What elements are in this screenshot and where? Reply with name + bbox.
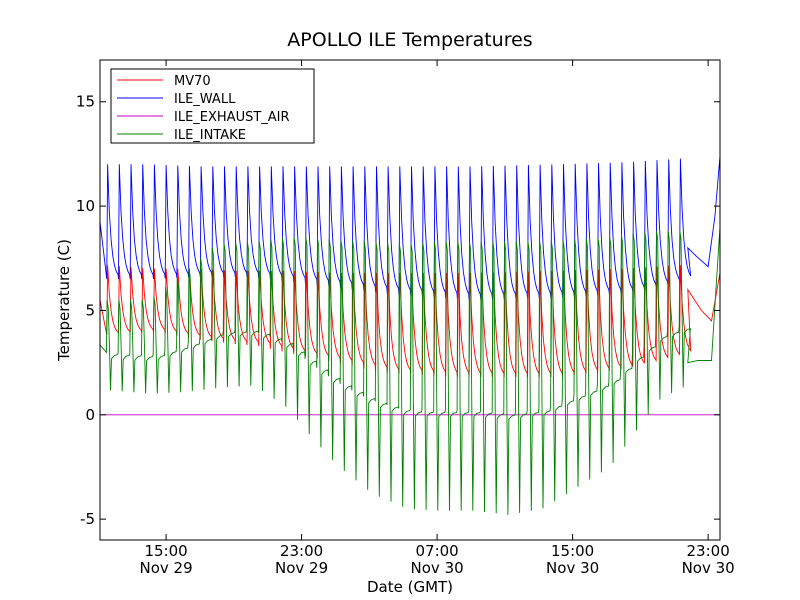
legend-label: ILE_INTAKE [174, 128, 246, 143]
y-tick-label: 10 [76, 197, 95, 215]
series-layer [99, 155, 721, 515]
chart-title: APOLLO ILE Temperatures [287, 29, 532, 51]
plot-frame [99, 59, 721, 541]
x-tick-label-date: Nov 30 [546, 559, 599, 577]
x-axis-label: Date (GMT) [367, 578, 453, 596]
legend: MV70 ILE_WALL ILE_EXHAUST_AIR ILE_INTAKE [110, 68, 315, 144]
y-tick-label: 0 [85, 406, 95, 424]
y-axis: -5 0 5 10 15 [76, 93, 720, 528]
legend-label: ILE_EXHAUST_AIR [174, 110, 290, 125]
legend-label: ILE_WALL [174, 92, 236, 107]
y-tick-label: 15 [76, 93, 95, 111]
x-tick-label-date: Nov 29 [139, 559, 192, 577]
y-tick-label: 5 [85, 301, 95, 319]
legend-box [110, 68, 315, 144]
x-tick-label-time: 23:00 [280, 542, 323, 560]
x-tick-label-time: 15:00 [144, 542, 187, 560]
x-tick-label-date: Nov 29 [275, 559, 328, 577]
x-tick-label-time: 23:00 [687, 542, 730, 560]
x-tick-label-time: 07:00 [415, 542, 458, 560]
x-tick-label-time: 15:00 [551, 542, 594, 560]
series-line-ile-wall [99, 155, 721, 300]
series-line-ile-intake [99, 226, 721, 515]
y-axis-label: Temperature (C) [55, 239, 73, 362]
legend-label: MV70 [174, 74, 211, 89]
x-tick-label-date: Nov 30 [682, 559, 735, 577]
y-tick-label: -5 [80, 510, 95, 528]
x-tick-label-date: Nov 30 [411, 559, 464, 577]
